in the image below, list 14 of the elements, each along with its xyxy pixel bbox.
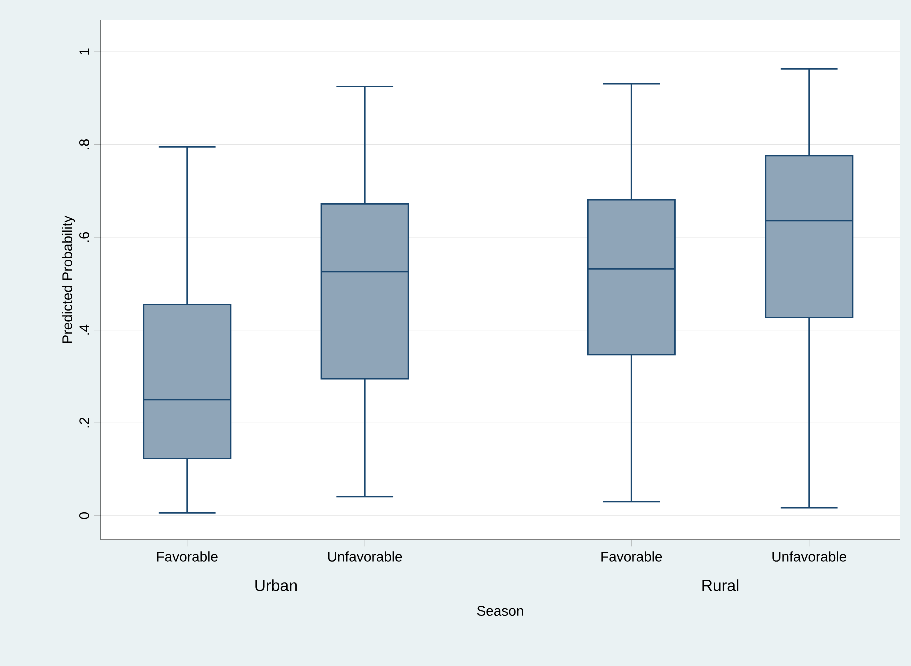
x-tick-label: Favorable: [157, 552, 218, 562]
y-tick-label: 1: [80, 48, 90, 55]
text: Urban: [256, 580, 297, 592]
y-tick-label: .8: [80, 140, 90, 150]
x-tick-label: Unfavorable: [772, 552, 846, 562]
y-tick-label: .2: [80, 418, 90, 428]
x-axis-title: Season: [477, 606, 524, 616]
y-tick-label: 0: [80, 512, 90, 520]
x-tick-label: Unfavorable: [328, 552, 402, 562]
x-tick-label: Favorable: [602, 552, 662, 562]
y-tick-label: .4: [80, 324, 90, 335]
text: Rural: [702, 580, 739, 592]
y-tick-label: .6: [80, 232, 90, 242]
y-axis-title: Predicted Probability: [62, 216, 76, 344]
